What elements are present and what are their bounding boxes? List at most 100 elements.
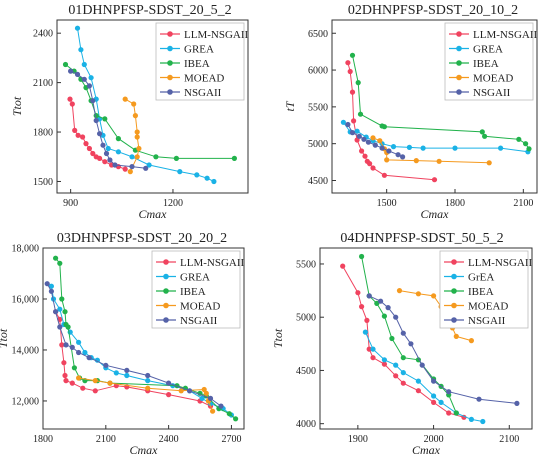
chart-4-x-tick-label: 2100 (499, 434, 519, 445)
chart-2-legend-label-grea: GREA (473, 44, 503, 56)
chart-4-y-tick-label: 4000 (296, 419, 316, 430)
chart-4-data-point-llm-nsgaii (415, 388, 421, 394)
chart-2-data-point-llm-nsgaii (367, 161, 373, 167)
chart-3-data-point-nsgaii (86, 355, 92, 361)
chart-1-x-tick-label: 900 (63, 198, 78, 209)
chart-3-data-point-grea (82, 349, 88, 356)
chart-3-data-point-ibea (57, 260, 63, 266)
chart-3-y-tick-label: 18,000 (12, 244, 40, 255)
chart-3: 03DHNPFSP-SDST_20_20_2 1800 2100 2400 2700 12… (0, 231, 245, 455)
chart-4-data-point-moead (415, 291, 421, 297)
chart-3-data-point-nsgaii (145, 372, 151, 379)
chart-1-data-point-nsgaii (90, 98, 96, 104)
chart-2-legend-label-nsgaii: NSGAII (473, 87, 511, 99)
chart-1-legend-label-grea: GREA (184, 44, 214, 56)
chart-2-data-point-moead (377, 138, 383, 144)
chart-4-data-point-nsgaii (408, 341, 414, 347)
chart-3-data-point-moead (76, 375, 82, 381)
chart-1-legend-marker-moead (167, 74, 173, 81)
chart-2-y-tick-label: 5000 (308, 139, 328, 150)
chart-2-y-tick-label: 4500 (308, 176, 328, 187)
chart-4-data-point-grea (480, 418, 486, 425)
chart-4-data-point-moead (468, 338, 474, 344)
chart-1-data-point-ibea (62, 61, 69, 68)
chart-3-data-point-ibea (59, 296, 65, 302)
chart-1-legend-marker-llm-nsgaii (167, 31, 173, 37)
chart-1-data-point-nsgaii (143, 165, 149, 171)
chart-2-legend-label-moead: MOEAD (473, 73, 513, 85)
chart-1-data-point-grea (115, 149, 121, 155)
chart-4-data-point-llm-nsgaii (366, 346, 372, 352)
chart-3-data-point-moead (178, 388, 184, 394)
chart-2-data-point-moead (370, 135, 376, 141)
chart-1-y-tick-label: 1500 (33, 177, 53, 188)
chart-1-legend-marker-grea (167, 45, 173, 52)
chart-4-data-point-nsgaii (378, 298, 384, 304)
chart-3-data-point-ibea (233, 416, 239, 422)
chart-2-data-point-moead (436, 158, 442, 164)
chart-3-data-point-grea (124, 372, 130, 379)
chart-4-data-point-llm-nsgaii (446, 410, 452, 416)
chart-4-data-point-nsgaii (366, 293, 372, 299)
chart-1-data-point-ibea (115, 136, 121, 142)
chart-2-data-point-nsgaii (379, 145, 385, 151)
chart-3-x-tick-label: 2100 (96, 434, 116, 445)
chart-4-data-point-ibea (453, 410, 459, 416)
chart-3-data-point-nsgaii (57, 324, 63, 330)
chart-2-legend-marker-ibea (456, 60, 462, 66)
chart-2-data-point-llm-nsgaii (370, 165, 376, 171)
chart-4-data-point-moead (396, 288, 403, 294)
chart-1-title: 01DHNPFSP-SDST_20_5_2 (68, 3, 231, 18)
chart-2-data-point-grea (498, 145, 504, 151)
chart-2-data-point-ibea (526, 146, 532, 152)
chart-1-data-point-nsgaii (68, 68, 74, 74)
chart-1-data-point-nsgaii (112, 162, 118, 168)
chart-4-data-point-llm-nsgaii (364, 317, 370, 323)
chart-1-data-point-nsgaii (107, 157, 113, 163)
chart-1-data-point-ibea (93, 113, 99, 119)
chart-4-data-point-llm-nsgaii (393, 373, 399, 379)
chart-2-data-point-nsgaii (349, 130, 356, 136)
chart-1-data-point-nsgaii (74, 71, 81, 77)
chart-1-data-point-moead (127, 169, 133, 175)
chart-1-data-point-nsgaii (97, 131, 103, 137)
chart-1: 01DHNPFSP-SDST_20_5_2 900 1200 1500 1800 2100… (10, 3, 249, 221)
chart-1-data-point-grea (88, 75, 94, 81)
chart-2-data-point-nsgaii (361, 136, 367, 142)
chart-4-data-point-nsgaii (385, 305, 391, 311)
chart-3-plot-frame (42, 247, 245, 430)
chart-1-data-point-grea (177, 169, 183, 175)
chart-4-legend-label-ibea: IBEA (468, 286, 494, 298)
chart-2-data-point-ibea (523, 141, 529, 147)
chart-2: 02DHNPFSP-SDST_20_10_2 1500 1800 2100 4500 50… (283, 3, 538, 221)
chart-3-data-point-nsgaii (218, 403, 224, 409)
chart-3-legend-marker-llm-nsgaii (163, 259, 169, 265)
chart-2-data-point-llm-nsgaii (381, 172, 387, 178)
chart-2-series-line-nsgaii (347, 124, 403, 158)
chart-2-data-point-moead (413, 158, 419, 164)
chart-4-y-axis-label: Ttot (271, 328, 285, 348)
chart-3-data-point-nsgaii (124, 367, 130, 373)
chart-1-data-point-moead (134, 134, 140, 140)
chart-3-legend-marker-grea (163, 273, 169, 280)
chart-2-series-line-ibea (352, 55, 530, 150)
chart-3-data-point-ibea (62, 309, 68, 315)
chart-4-data-point-grea (370, 346, 376, 352)
chart-3-data-point-ibea (71, 365, 77, 371)
chart-2-data-point-ibea (381, 124, 387, 130)
chart-3-data-point-moead (203, 390, 209, 396)
chart-2-y-axis-label: tT (283, 100, 297, 111)
chart-3-data-point-llm-nsgaii (61, 360, 67, 366)
chart-4-x-tick-label: 2000 (424, 434, 444, 445)
chart-3-data-point-grea (50, 296, 57, 302)
chart-3-data-point-ibea (65, 324, 71, 330)
chart-3-data-point-moead (92, 378, 98, 384)
chart-3-legend-marker-moead (163, 302, 169, 309)
chart-1-data-point-grea (74, 25, 81, 31)
chart-2-data-point-ibea (516, 136, 522, 142)
chart-3-legend-marker-nsgaii (163, 317, 169, 323)
chart-1-data-point-moead (132, 113, 138, 119)
chart-2-data-point-grea (354, 128, 360, 134)
chart-3-data-point-grea (48, 283, 55, 289)
chart-3-data-point-nsgaii (207, 395, 214, 401)
